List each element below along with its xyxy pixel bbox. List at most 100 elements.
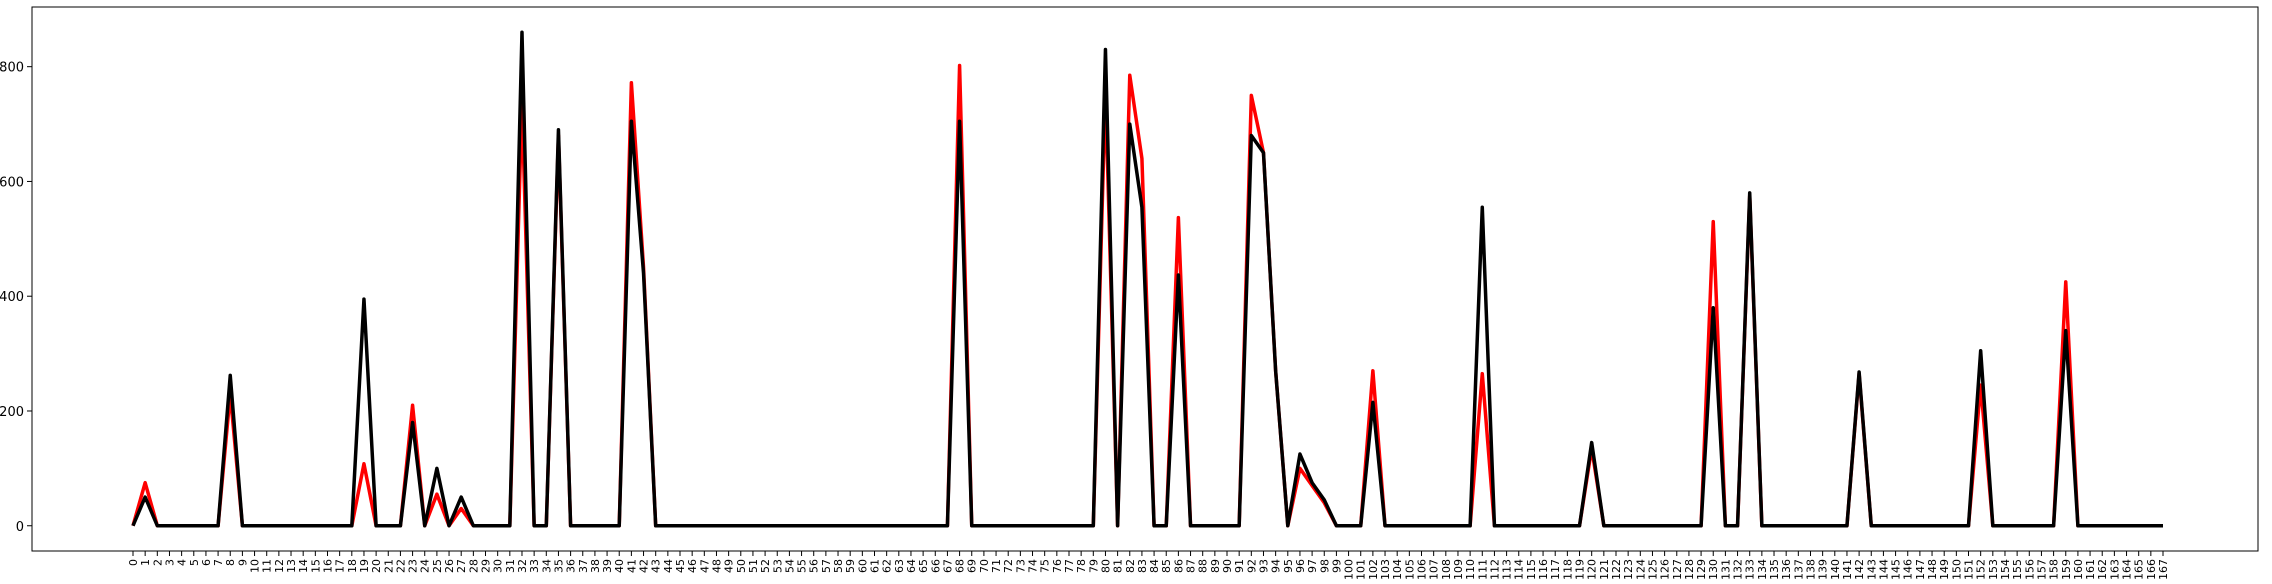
plot-frame (31, 6, 2259, 552)
x-tick-label: 39 (601, 559, 614, 573)
x-tick-label: 153 (1987, 559, 2000, 580)
x-tick-label: 81 (1112, 559, 1125, 573)
x-tick-label: 104 (1391, 559, 1404, 580)
y-tick-label: 800 (0, 61, 24, 76)
x-tick-label: 156 (2023, 559, 2036, 580)
x-tick-label: 109 (1452, 559, 1465, 580)
x-tick-label: 61 (868, 559, 881, 573)
x-tick-label: 119 (1574, 559, 1587, 580)
x-tick-label: 78 (1075, 559, 1088, 573)
y-tick-label: 200 (0, 405, 24, 420)
x-tick-label: 25 (431, 559, 444, 573)
x-tick-label: 66 (929, 559, 942, 573)
x-tick-label: 28 (467, 559, 480, 573)
x-tick-label: 9 (236, 559, 249, 566)
x-tick-label: 149 (1938, 559, 1951, 580)
x-tick-label: 14 (297, 559, 310, 573)
x-tick-label: 154 (1999, 559, 2012, 580)
x-tick-label: 99 (1330, 559, 1343, 573)
x-tick-label: 129 (1695, 559, 1708, 580)
x-tick-label: 146 (1902, 559, 1915, 580)
x-tick-label: 122 (1610, 559, 1623, 580)
x-tick-label: 148 (1926, 559, 1939, 580)
y-tick-label: 400 (0, 290, 24, 305)
x-tick-label: 49 (723, 559, 736, 573)
x-tick-label: 59 (844, 559, 857, 573)
x-tick-label: 69 (966, 559, 979, 573)
x-tick-label: 161 (2084, 559, 2097, 580)
x-tick-label: 29 (480, 559, 493, 573)
x-tick-label: 120 (1586, 559, 1599, 580)
x-tick-label: 162 (2096, 559, 2109, 580)
x-tick-label: 88 (1197, 559, 1210, 573)
x-tick-label: 79 (1087, 559, 1100, 573)
x-tick-label: 114 (1513, 559, 1526, 580)
x-tick-label: 160 (2072, 559, 2085, 580)
x-tick-label: 36 (565, 559, 578, 573)
x-tick-label: 155 (2011, 559, 2024, 580)
x-tick-label: 95 (1282, 559, 1295, 573)
x-tick-label: 110 (1464, 559, 1477, 580)
x-tick-label: 137 (1792, 559, 1805, 580)
x-tick-label: 7 (212, 559, 225, 566)
x-tick-label: 167 (2157, 559, 2170, 580)
x-tick-label: 133 (1744, 559, 1757, 580)
x-tick-label: 97 (1306, 559, 1319, 573)
x-tick-label: 75 (1039, 559, 1052, 573)
x-tick-label: 54 (783, 559, 796, 573)
x-tick-label: 67 (941, 559, 954, 573)
x-tick-label: 40 (613, 559, 626, 573)
x-tick-label: 138 (1804, 559, 1817, 580)
x-tick-label: 0 (127, 559, 140, 566)
x-tick-label: 37 (577, 559, 590, 573)
x-tick-label: 100 (1343, 559, 1356, 580)
x-tick-label: 106 (1416, 559, 1429, 580)
x-tick-label: 111 (1476, 559, 1489, 580)
x-tick-label: 123 (1622, 559, 1635, 580)
x-tick-label: 126 (1659, 559, 1672, 580)
x-tick-label: 22 (394, 559, 407, 573)
x-tick-label: 48 (710, 559, 723, 573)
x-tick-label: 103 (1379, 559, 1392, 580)
x-tick-label: 3 (163, 559, 176, 566)
x-tick-label: 164 (2121, 559, 2134, 580)
x-tick-label: 112 (1488, 559, 1501, 580)
x-tick-label: 27 (455, 559, 468, 573)
x-tick-label: 121 (1598, 559, 1611, 580)
x-tick-label: 159 (2060, 559, 2073, 580)
x-tick-label: 19 (358, 559, 371, 573)
x-tick-label: 157 (2035, 559, 2048, 580)
x-tick-label: 85 (1160, 559, 1173, 573)
x-tick-label: 4 (176, 559, 189, 566)
x-tick-label: 1 (139, 559, 152, 566)
x-tick-label: 116 (1537, 559, 1550, 580)
x-tick-label: 136 (1780, 559, 1793, 580)
x-tick-label: 15 (309, 559, 322, 573)
x-tick-label: 63 (893, 559, 906, 573)
x-tick-label: 38 (589, 559, 602, 573)
x-tick-label: 144 (1877, 559, 1890, 580)
x-tick-label: 166 (2145, 559, 2158, 580)
x-tick-label: 24 (419, 559, 432, 573)
x-tick-label: 86 (1172, 559, 1185, 573)
x-tick-label: 93 (1257, 559, 1270, 573)
x-tick-label: 125 (1646, 559, 1659, 580)
x-tick-label: 141 (1841, 559, 1854, 580)
x-tick-label: 127 (1671, 559, 1684, 580)
x-tick-label: 131 (1719, 559, 1732, 580)
x-tick-label: 101 (1355, 559, 1368, 580)
x-tick-label: 135 (1768, 559, 1781, 580)
x-tick-label: 58 (832, 559, 845, 573)
x-tick-label: 65 (917, 559, 930, 573)
x-tick-label: 94 (1270, 559, 1283, 573)
x-tick-label: 46 (686, 559, 699, 573)
x-tick-label: 68 (954, 559, 967, 573)
x-tick-label: 21 (382, 559, 395, 573)
x-tick-label: 18 (346, 559, 359, 573)
x-tick-label: 10 (249, 559, 262, 573)
x-tick-label: 23 (407, 559, 420, 573)
x-tick-label: 140 (1829, 559, 1842, 580)
x-tick-label: 70 (978, 559, 991, 573)
